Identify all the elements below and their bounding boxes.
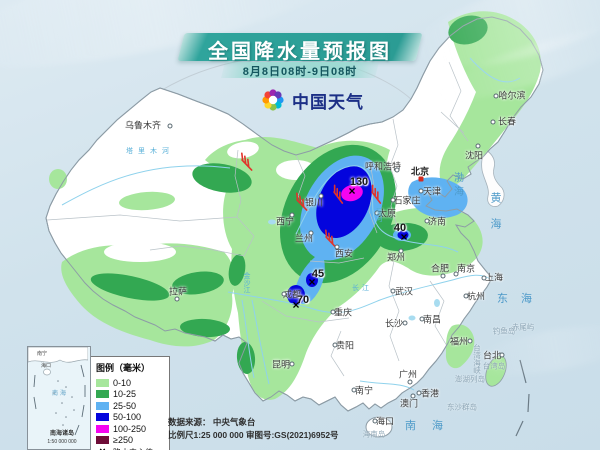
pinwheel-logo-icon [262, 89, 284, 111]
legend-swatch [96, 378, 109, 387]
legend-label: 0-10 [113, 377, 132, 388]
wind-barb-icon [371, 184, 382, 204]
rain-area-0-10-fujian-coast [445, 324, 475, 369]
legend-swatch [96, 436, 109, 445]
legend-swatch [96, 390, 109, 399]
legend-marker-row: × 降水中心值 [96, 446, 164, 450]
rain-area-0-10-xinjiang-south [119, 191, 175, 211]
legend-items: 0-10 10-25 25-50 50-100 100-250 ≥250 [96, 377, 164, 446]
rain-area-10-25-tibet-south [180, 318, 230, 338]
logo-text: 中国天气 [292, 92, 364, 112]
inset-islands [53, 380, 75, 426]
china-weather-logo: 中国天气 [260, 87, 364, 113]
rain-area-25-50-bohai [408, 177, 468, 218]
rain-area-10-25-northeast-corner [448, 15, 488, 45]
legend-label: 50-100 [113, 412, 142, 423]
rain-area-50-100-zhengzhou [397, 230, 409, 240]
rain-area-50-100-hanzhong [306, 273, 318, 287]
legend-swatch [96, 413, 109, 422]
rain-area-100-250-core [341, 184, 363, 202]
inset-hainan [43, 368, 51, 376]
legend-label: 25-50 [113, 400, 137, 411]
legend-row: 25-50 [96, 400, 164, 412]
page-title: 全国降水量预报图 [208, 41, 392, 63]
rain-area-0-10-northeast [439, 11, 541, 187]
legend-row: 100-250 [96, 423, 164, 435]
precip-center-symbol: × [96, 446, 109, 450]
rain-area-10-25-east-xinjiang [192, 163, 252, 193]
inset-map: 南宁 海口 南海 南海诸岛 1:50 000 000 [28, 347, 88, 445]
legend-swatch [96, 424, 109, 433]
map-footer: 数据来源： 中央气象台 比例尺1:25 000 000 审图号:GS(2021)… [168, 416, 339, 442]
dry-patch-kunlun [104, 242, 176, 262]
nine-dash-line [515, 359, 530, 437]
south-china-sea-inset: 南宁 海口 南海 南海诸岛 1:50 000 000 [27, 346, 91, 450]
wind-barb-icon [333, 184, 344, 204]
legend-title: 图例（毫米） [96, 363, 151, 373]
legend-row: 50-100 [96, 412, 164, 424]
korea-peninsula [481, 149, 505, 207]
rain-area-50-100-chengdu [287, 285, 305, 305]
forecast-period: 8月8日08时-9日08时 [242, 66, 358, 78]
legend-label: 10-25 [113, 389, 137, 400]
inset-nine-dash-line [33, 364, 86, 436]
hainan-island [365, 416, 393, 438]
wind-barb-icon [325, 229, 337, 248]
dry-patch-hami [227, 141, 259, 159]
wind-barb-icon [296, 192, 308, 211]
legend-label: 100-250 [113, 423, 147, 434]
rain-area-10-25-tibet-east [172, 271, 224, 295]
wind-barb-icon [241, 152, 253, 171]
precip-center-label: 降水中心值 [113, 447, 153, 450]
legend-label: ≥250 [113, 435, 133, 446]
data-source: 数据来源： 中央气象台 [168, 417, 256, 427]
legend-row: 0-10 [96, 377, 164, 389]
inset-city-label: 海口 [41, 362, 51, 369]
legend-swatch [96, 401, 109, 410]
rain-area-0-10-xinjiang-west [49, 169, 67, 189]
rain-area-10-25-tibet-west [90, 273, 170, 301]
legend-row: 10-25 [96, 389, 164, 401]
inset-city-label: 南宁 [37, 350, 47, 357]
rain-area-10-25-yunnan-nw [228, 254, 246, 286]
wind-barbs-layer [241, 152, 382, 248]
inset-sea-label: 南海 [52, 389, 68, 397]
inset-scale: 1:50 000 000 [47, 439, 76, 445]
lakes [268, 219, 440, 321]
rain-area-50-100-storm [316, 165, 372, 239]
province-borders [46, 61, 469, 377]
rain-area-10-25-yunnan-west [236, 342, 256, 374]
scale-approval: 比例尺1:25 000 000 审图号:GS(2021)6952号 [168, 430, 339, 440]
legend-row: ≥250 [96, 435, 164, 447]
china-outline-stroke [45, 16, 544, 412]
inset-coastline [28, 347, 88, 363]
taiwan-island [485, 355, 507, 387]
inset-title: 南海诸岛 [50, 429, 74, 437]
